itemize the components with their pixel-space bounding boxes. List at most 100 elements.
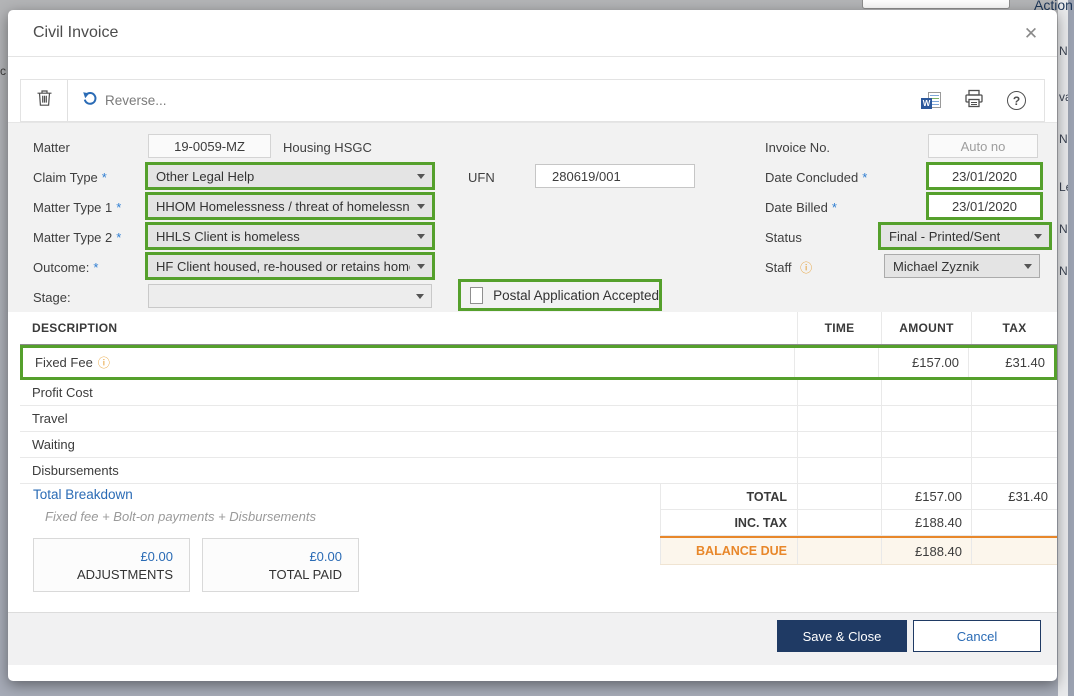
- row-amount: [881, 406, 971, 431]
- chevron-down-icon: [1024, 264, 1032, 269]
- chevron-down-icon: [417, 174, 425, 179]
- total-paid-label: TOTAL PAID: [268, 566, 342, 582]
- inc-tax-tax: [971, 510, 1057, 535]
- invoice-no-field: Auto no: [928, 134, 1038, 158]
- matter-type2-highlight: HHLS Client is homeless: [145, 222, 435, 250]
- chevron-down-icon: [416, 294, 424, 299]
- total-label: TOTAL: [660, 484, 797, 509]
- reverse-label: Reverse...: [105, 93, 167, 108]
- toolbar-right-icons: W ?: [921, 89, 1044, 113]
- total-row: TOTAL £157.00 £31.40: [660, 484, 1057, 510]
- adjustments-box[interactable]: £0.00 ADJUSTMENTS: [33, 538, 190, 592]
- description-header: DESCRIPTION: [32, 321, 118, 335]
- total-breakdown-link[interactable]: Total Breakdown: [33, 487, 133, 502]
- background-text-fragment: N: [1059, 222, 1068, 236]
- inc-tax-row: INC. TAX £188.40: [660, 510, 1057, 536]
- matter-type1-highlight: HHOM Homelessness / threat of homelessne…: [145, 192, 435, 220]
- word-export-icon[interactable]: W: [921, 92, 941, 109]
- date-billed-field[interactable]: 23/01/2020: [929, 195, 1040, 217]
- matter-type2-label: Matter Type 2 *: [33, 230, 122, 245]
- background-text-fragment: c: [0, 64, 6, 78]
- table-row-disbursements[interactable]: Disbursements: [20, 458, 1057, 484]
- inc-tax-label: INC. TAX: [660, 510, 797, 535]
- outcome-highlight: HF Client housed, re-housed or retains h…: [145, 252, 435, 280]
- date-concluded-highlight: 23/01/2020: [926, 162, 1043, 190]
- claim-type-highlight: Other Legal Help: [145, 162, 435, 190]
- row-amount: £157.00: [878, 348, 968, 377]
- background-text-fragment: N: [1059, 44, 1068, 58]
- table-row-waiting[interactable]: Waiting: [20, 432, 1057, 458]
- status-select[interactable]: Final - Printed/Sent: [881, 225, 1049, 247]
- table-row-travel[interactable]: Travel: [20, 406, 1057, 432]
- time-header: TIME: [797, 312, 881, 344]
- info-icon: ⓘ: [800, 261, 813, 275]
- inc-tax-amount: £188.40: [881, 510, 971, 535]
- invoice-form-section: Matter Claim Type * Matter Type 1 * Matter…: [8, 122, 1057, 312]
- background-scroll-strip: [1068, 0, 1074, 696]
- close-icon[interactable]: ✕: [1023, 24, 1039, 43]
- row-tax: £31.40: [968, 348, 1054, 377]
- tax-header: TAX: [971, 312, 1057, 344]
- stage-label: Stage:: [33, 290, 71, 305]
- chevron-down-icon: [417, 234, 425, 239]
- row-tax: [971, 432, 1057, 457]
- totals-table: TOTAL £157.00 £31.40 INC. TAX £188.40 BA…: [660, 484, 1057, 565]
- cancel-button[interactable]: Cancel: [913, 620, 1041, 652]
- background-action-label: Action: [1034, 0, 1073, 13]
- chevron-down-icon: [417, 204, 425, 209]
- printer-icon[interactable]: [964, 89, 984, 113]
- matter-type2-select[interactable]: HHLS Client is homeless: [148, 225, 432, 247]
- claim-type-select[interactable]: Other Legal Help: [148, 165, 432, 187]
- background-text-fragment: N: [1059, 264, 1068, 278]
- matter-label: Matter: [33, 140, 70, 155]
- delete-button[interactable]: [21, 80, 67, 121]
- date-concluded-field[interactable]: 23/01/2020: [929, 165, 1040, 187]
- reverse-button[interactable]: Reverse...: [68, 80, 181, 121]
- save-close-button[interactable]: Save & Close: [777, 620, 907, 652]
- row-description: Disbursements: [32, 463, 119, 478]
- date-billed-highlight: 23/01/2020: [926, 192, 1043, 220]
- outcome-label: Outcome: *: [33, 260, 99, 275]
- total-breakdown-formula: Fixed fee + Bolt-on payments + Disbursem…: [45, 509, 316, 524]
- stage-select[interactable]: [148, 284, 432, 308]
- background-text-fragment: N: [1059, 132, 1068, 146]
- ufn-field[interactable]: 280619/001: [535, 164, 695, 188]
- balance-due-time: [797, 538, 881, 564]
- info-icon: ⓘ: [97, 355, 110, 370]
- row-time: [797, 458, 881, 483]
- civil-invoice-dialog: Civil Invoice ✕ Reverse... W: [8, 10, 1057, 681]
- row-tax: [971, 406, 1057, 431]
- row-time: [797, 380, 881, 405]
- invoice-no-label: Invoice No.: [765, 140, 831, 155]
- balance-due-row: BALANCE DUE £188.40: [660, 536, 1057, 565]
- trash-icon: [36, 89, 53, 112]
- matter-description-label: Housing HSGC: [283, 140, 372, 155]
- row-time: [794, 348, 878, 377]
- postal-checkbox[interactable]: [470, 286, 484, 304]
- dialog-title: Civil Invoice: [33, 24, 119, 41]
- row-time: [797, 406, 881, 431]
- total-amount: £157.00: [881, 484, 971, 509]
- adjustments-label: ADJUSTMENTS: [76, 566, 173, 582]
- total-time: [797, 484, 881, 509]
- date-concluded-label: Date Concluded *: [765, 170, 868, 185]
- postal-checkbox-label: Postal Application Accepted: [493, 287, 659, 303]
- total-paid-box[interactable]: £0.00 TOTAL PAID: [202, 538, 359, 592]
- table-header-row: DESCRIPTION TIME AMOUNT TAX: [20, 312, 1057, 345]
- outcome-select[interactable]: HF Client housed, re-housed or retains h…: [148, 255, 432, 277]
- balance-due-tax: [971, 538, 1057, 564]
- matter-type1-select[interactable]: HHOM Homelessness / threat of homelessne…: [148, 195, 432, 217]
- chevron-down-icon: [1034, 234, 1042, 239]
- table-row-profit-cost[interactable]: Profit Cost: [20, 380, 1057, 406]
- inc-tax-time: [797, 510, 881, 535]
- table-row-fixed-fee[interactable]: Fixed Fee ⓘ £157.00 £31.40: [20, 345, 1057, 380]
- row-description: Fixed Fee ⓘ: [35, 355, 110, 370]
- postal-checkbox-group: Postal Application Accepted: [461, 282, 659, 308]
- help-icon[interactable]: ?: [1007, 91, 1026, 110]
- row-tax: [971, 380, 1057, 405]
- background-button: [862, 0, 1010, 9]
- staff-select[interactable]: Michael Zyznik: [884, 254, 1040, 278]
- date-billed-label: Date Billed *: [765, 200, 837, 215]
- row-amount: [881, 432, 971, 457]
- postal-checkbox-highlight: Postal Application Accepted: [458, 279, 662, 311]
